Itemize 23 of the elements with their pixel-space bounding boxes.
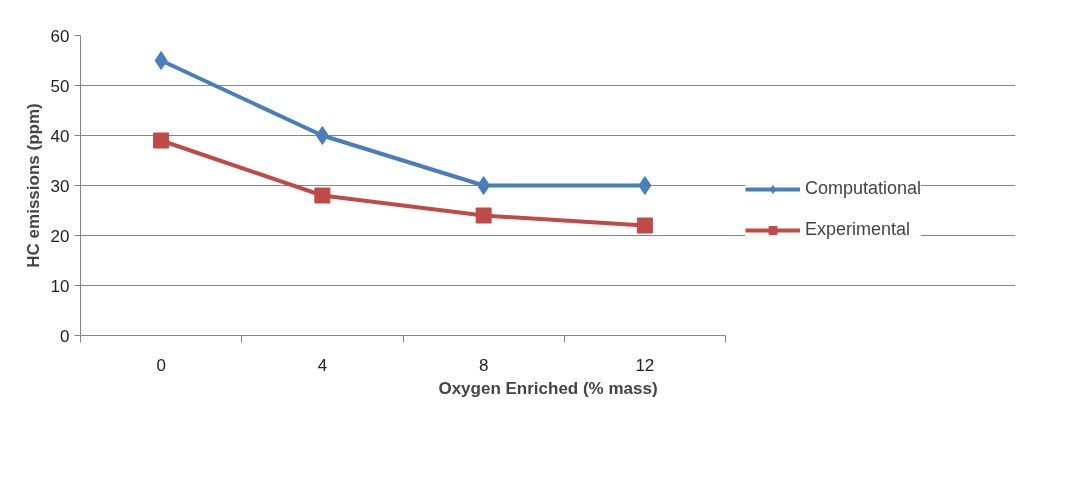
y-tick-label: 40	[50, 126, 70, 146]
y-tick-label: 20	[50, 226, 70, 246]
point	[475, 207, 492, 224]
y-tick-label: 0	[60, 326, 70, 346]
y-axis-title: HC emissions (ppm)	[23, 103, 43, 268]
point	[636, 217, 653, 234]
x-tick-label: 0	[156, 355, 166, 375]
x-tick-label: 12	[635, 355, 655, 375]
x-tick-label: 4	[317, 355, 328, 375]
point	[315, 126, 329, 145]
point	[477, 176, 491, 195]
y-tick-label: 10	[50, 276, 70, 296]
x-tick-label: 8	[478, 355, 489, 375]
y-tick-label: 30	[50, 176, 70, 196]
legend-label: Experimental	[805, 219, 911, 240]
x-axis-title: Oxygen Enriched (% mass)	[438, 378, 658, 398]
legend-label: Computational	[805, 178, 922, 199]
point	[154, 51, 168, 70]
point	[153, 132, 170, 149]
point	[314, 187, 331, 204]
point	[638, 176, 652, 195]
y-tick-label: 60	[50, 26, 70, 46]
y-tick-label: 50	[50, 76, 70, 96]
